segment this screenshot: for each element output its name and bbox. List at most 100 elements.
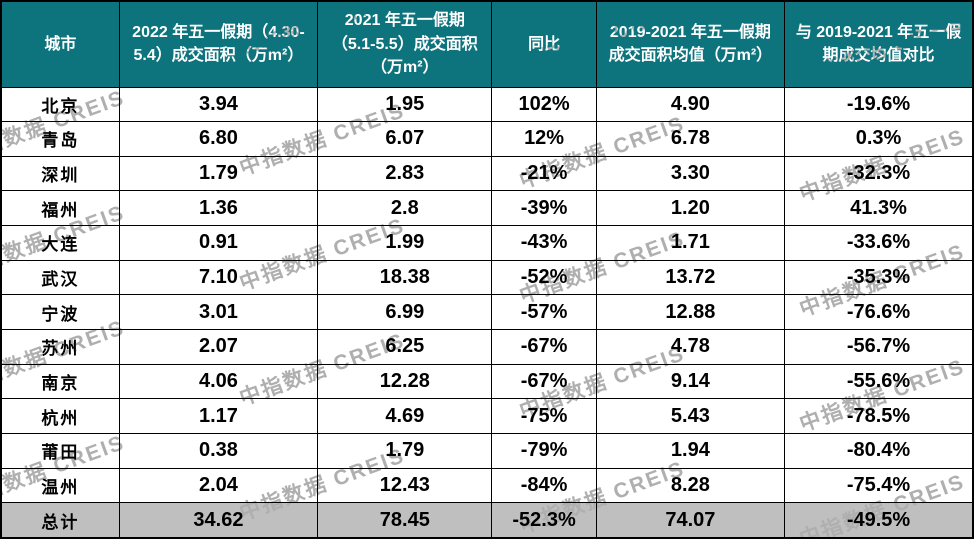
city-cell: 武汉 (0, 259, 120, 296)
value-cell: 3.01 (118, 294, 319, 330)
value-cell: -52% (491, 259, 597, 296)
value-cell: 4.69 (317, 398, 493, 434)
value-cell: 18.38 (317, 259, 493, 296)
value-cell: 4.90 (595, 86, 786, 123)
value-cell: -33.6% (784, 225, 974, 261)
value-cell: 1.71 (595, 225, 786, 261)
table-row: 福州 1.36 2.8 -39% 1.20 41.3% (0, 190, 974, 227)
table-row: 莆田 0.38 1.79 -79% 1.94 -80.4% (0, 432, 974, 469)
value-cell: 0.3% (784, 121, 974, 157)
city-cell: 南京 (0, 363, 120, 400)
value-cell: 1.17 (118, 398, 319, 434)
table-row: 青岛 6.80 6.07 12% 6.78 0.3% (0, 121, 974, 157)
table-row: 大连 0.91 1.99 -43% 1.71 -33.6% (0, 225, 974, 261)
value-cell: 74.07 (595, 502, 786, 539)
value-cell: 2.83 (317, 155, 493, 192)
value-cell: -57% (491, 294, 597, 330)
city-cell: 宁波 (0, 294, 120, 330)
city-cell: 莆田 (0, 432, 120, 469)
value-cell: -84% (491, 467, 597, 504)
table-row: 苏州 2.07 6.25 -67% 4.78 -56.7% (0, 328, 974, 365)
value-cell: 6.78 (595, 121, 786, 157)
city-cell: 北京 (0, 86, 120, 123)
value-cell: 6.07 (317, 121, 493, 157)
column-header-yoy: 同比 (491, 0, 597, 88)
table-row: 杭州 1.17 4.69 -75% 5.43 -78.5% (0, 398, 974, 434)
value-cell: 2.8 (317, 190, 493, 227)
value-cell: 6.99 (317, 294, 493, 330)
value-cell: 9.14 (595, 363, 786, 400)
column-header-avg_2019_2021: 2019-2021 年五一假期成交面积均值（万m²） (595, 0, 786, 88)
value-cell: -67% (491, 328, 597, 365)
city-cell: 福州 (0, 190, 120, 227)
value-cell: -32.3% (784, 155, 974, 192)
city-cell: 苏州 (0, 328, 120, 365)
value-cell: -35.3% (784, 259, 974, 296)
value-cell: -52.3% (491, 502, 597, 539)
value-cell: -80.4% (784, 432, 974, 469)
column-header-area_2021: 2021 年五一假期（5.1-5.5）成交面积（万m²） (317, 0, 493, 88)
value-cell: 1.36 (118, 190, 319, 227)
value-cell: 6.80 (118, 121, 319, 157)
value-cell: 102% (491, 86, 597, 123)
value-cell: 7.10 (118, 259, 319, 296)
column-header-area_2022: 2022 年五一假期（4.30-5.4）成交面积（万m²） (118, 0, 319, 88)
value-cell: 12.88 (595, 294, 786, 330)
value-cell: -79% (491, 432, 597, 469)
value-cell: 6.25 (317, 328, 493, 365)
value-cell: -21% (491, 155, 597, 192)
total-row: 总计 34.62 78.45 -52.3% 74.07 -49.5% (0, 502, 974, 539)
value-cell: -76.6% (784, 294, 974, 330)
column-header-vs_avg: 与 2019-2021 年五一假期成交均值对比 (784, 0, 974, 88)
value-cell: 13.72 (595, 259, 786, 296)
value-cell: -39% (491, 190, 597, 227)
value-cell: -75.4% (784, 467, 974, 504)
value-cell: -49.5% (784, 502, 974, 539)
value-cell: -56.7% (784, 328, 974, 365)
value-cell: 0.91 (118, 225, 319, 261)
value-cell: 1.99 (317, 225, 493, 261)
table-body: 北京 3.94 1.95 102% 4.90 -19.6% 青岛 6.80 6.07 12% 6.7… (0, 86, 974, 539)
value-cell: -55.6% (784, 363, 974, 400)
value-cell: 12.28 (317, 363, 493, 400)
value-cell: 2.04 (118, 467, 319, 504)
value-cell: -78.5% (784, 398, 974, 434)
table-row: 南京 4.06 12.28 -67% 9.14 -55.6% (0, 363, 974, 400)
value-cell: -75% (491, 398, 597, 434)
value-cell: 3.30 (595, 155, 786, 192)
table-row: 宁波 3.01 6.99 -57% 12.88 -76.6% (0, 294, 974, 330)
value-cell: 12.43 (317, 467, 493, 504)
table-row: 武汉 7.10 18.38 -52% 13.72 -35.3% (0, 259, 974, 296)
value-cell: 1.79 (118, 155, 319, 192)
value-cell: 5.43 (595, 398, 786, 434)
table-row: 深圳 1.79 2.83 -21% 3.30 -32.3% (0, 155, 974, 192)
value-cell: 34.62 (118, 502, 319, 539)
value-cell: -43% (491, 225, 597, 261)
city-cell: 大连 (0, 225, 120, 261)
city-cell: 深圳 (0, 155, 120, 192)
city-cell: 杭州 (0, 398, 120, 434)
value-cell: 1.94 (595, 432, 786, 469)
city-cell: 温州 (0, 467, 120, 504)
value-cell: 4.06 (118, 363, 319, 400)
value-cell: 3.94 (118, 86, 319, 123)
value-cell: -67% (491, 363, 597, 400)
value-cell: 78.45 (317, 502, 493, 539)
value-cell: 8.28 (595, 467, 786, 504)
value-cell: 4.78 (595, 328, 786, 365)
value-cell: 1.20 (595, 190, 786, 227)
value-cell: 41.3% (784, 190, 974, 227)
table-row: 北京 3.94 1.95 102% 4.90 -19.6% (0, 86, 974, 123)
value-cell: 12% (491, 121, 597, 157)
value-cell: 1.95 (317, 86, 493, 123)
value-cell: 1.79 (317, 432, 493, 469)
column-header-city: 城市 (0, 0, 120, 88)
value-cell: -19.6% (784, 86, 974, 123)
city-cell: 青岛 (0, 121, 120, 157)
value-cell: 2.07 (118, 328, 319, 365)
total-label-cell: 总计 (0, 502, 120, 539)
header-row: 城市 2022 年五一假期（4.30-5.4）成交面积（万m²） 2021 年五一假… (0, 0, 974, 88)
value-cell: 0.38 (118, 432, 319, 469)
